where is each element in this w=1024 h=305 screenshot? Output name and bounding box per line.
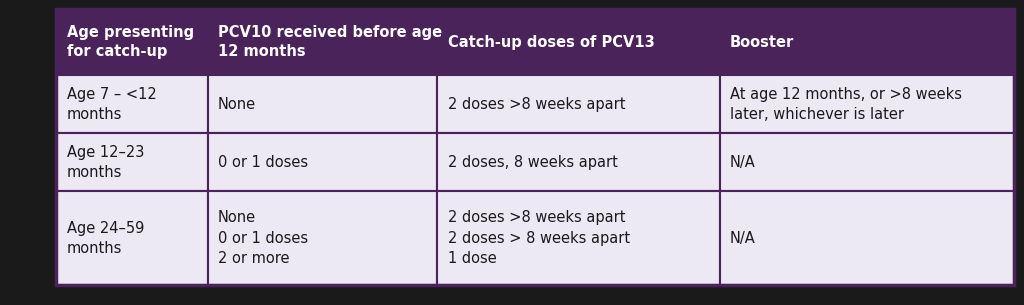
Text: N/A: N/A bbox=[730, 231, 756, 246]
Bar bbox=[208, 75, 437, 133]
Bar bbox=[56, 191, 208, 285]
Text: 0 or 1 doses: 0 or 1 doses bbox=[218, 155, 308, 170]
Bar bbox=[720, 9, 1014, 75]
Bar bbox=[437, 191, 720, 285]
Bar bbox=[437, 75, 720, 133]
Bar bbox=[437, 9, 720, 75]
Text: Age 24–59
months: Age 24–59 months bbox=[67, 221, 144, 256]
Text: None
0 or 1 doses
2 or more: None 0 or 1 doses 2 or more bbox=[218, 210, 308, 266]
Text: Catch-up doses of PCV13: Catch-up doses of PCV13 bbox=[447, 35, 654, 50]
Text: Booster: Booster bbox=[730, 35, 795, 50]
Text: Age presenting
for catch-up: Age presenting for catch-up bbox=[67, 25, 194, 59]
Bar bbox=[208, 191, 437, 285]
Bar bbox=[56, 133, 208, 191]
Bar bbox=[720, 191, 1014, 285]
Bar bbox=[720, 133, 1014, 191]
Text: PCV10 received before age
12 months: PCV10 received before age 12 months bbox=[218, 25, 442, 59]
Text: Age 12–23
months: Age 12–23 months bbox=[67, 145, 144, 180]
Text: 2 doses >8 weeks apart
2 doses > 8 weeks apart
1 dose: 2 doses >8 weeks apart 2 doses > 8 weeks… bbox=[447, 210, 630, 266]
Text: 2 doses, 8 weeks apart: 2 doses, 8 weeks apart bbox=[447, 155, 617, 170]
Bar bbox=[56, 9, 208, 75]
Text: At age 12 months, or >8 weeks
later, whichever is later: At age 12 months, or >8 weeks later, whi… bbox=[730, 87, 963, 122]
Bar bbox=[208, 9, 437, 75]
Bar bbox=[56, 75, 208, 133]
Text: None: None bbox=[218, 97, 256, 112]
Bar bbox=[720, 75, 1014, 133]
Text: 2 doses >8 weeks apart: 2 doses >8 weeks apart bbox=[447, 97, 625, 112]
Text: N/A: N/A bbox=[730, 155, 756, 170]
Bar bbox=[437, 133, 720, 191]
Text: Age 7 – <12
months: Age 7 – <12 months bbox=[67, 87, 157, 122]
Bar bbox=[208, 133, 437, 191]
